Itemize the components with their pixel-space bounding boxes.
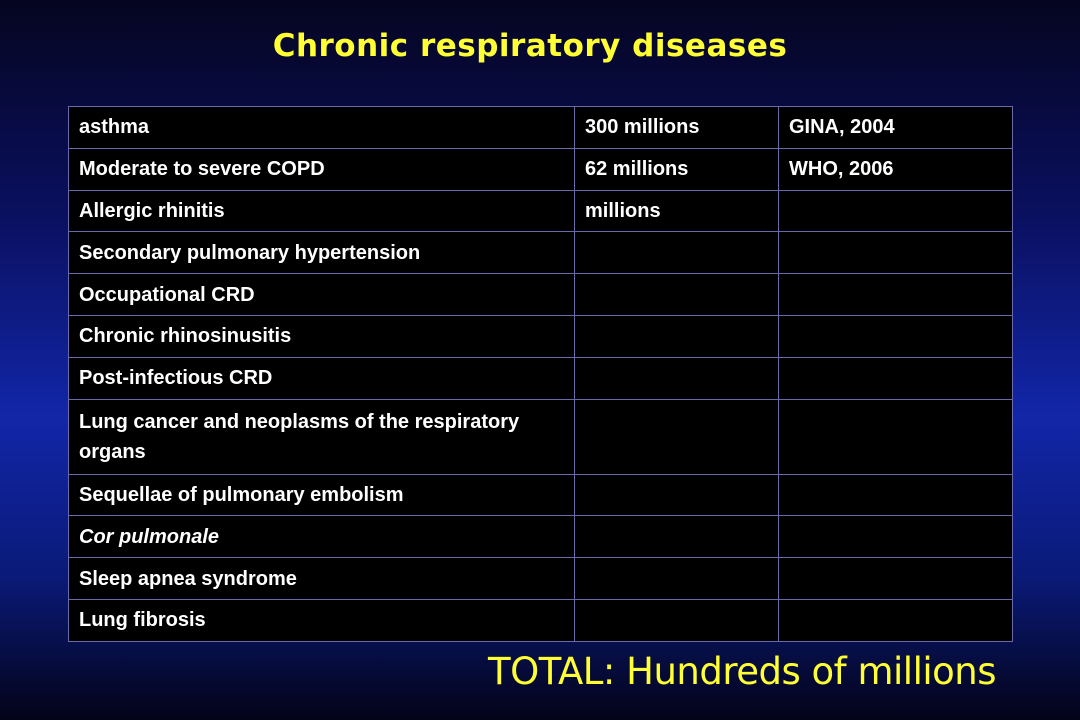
source-cell [778, 189, 1013, 233]
source-cell [778, 273, 1013, 316]
source-cell [778, 398, 1013, 475]
disease-table: asthma 300 millions GINA, 2004 Moderate … [68, 106, 1013, 642]
source-cell [778, 231, 1013, 275]
prevalence-cell [574, 273, 779, 316]
table-row: Lung fibrosis [68, 598, 1013, 642]
table-row: Sequellae of pulmonary embolism [68, 473, 1013, 517]
table-row: Cor pulmonale [68, 515, 1013, 559]
prevalence-cell [574, 398, 779, 475]
source-cell [778, 314, 1013, 358]
disease-cell: Secondary pulmonary hypertension [68, 231, 575, 275]
prevalence-cell [574, 557, 779, 600]
source-cell: GINA, 2004 [778, 106, 1013, 149]
prevalence-cell [574, 314, 779, 358]
disease-cell: Chronic rhinosinusitis [68, 314, 575, 358]
disease-cell: Lung cancer and neoplasms of the respira… [68, 398, 575, 475]
prevalence-cell [574, 356, 779, 400]
table-row: Allergic rhinitis millions [68, 189, 1013, 233]
table-row: Sleep apnea syndrome [68, 557, 1013, 600]
disease-cell: asthma [68, 106, 575, 149]
disease-cell: Sleep apnea syndrome [68, 557, 575, 600]
disease-cell: Occupational CRD [68, 273, 575, 316]
disease-cell: Allergic rhinitis [68, 189, 575, 233]
total-summary: TOTAL: Hundreds of millions [488, 650, 996, 693]
table-row: asthma 300 millions GINA, 2004 [68, 106, 1013, 149]
table-row: Lung cancer and neoplasms of the respira… [68, 398, 1013, 475]
disease-cell: Lung fibrosis [68, 598, 575, 642]
table-row: Post-infectious CRD [68, 356, 1013, 400]
prevalence-cell [574, 473, 779, 517]
source-cell [778, 515, 1013, 559]
table-row: Occupational CRD [68, 273, 1013, 316]
prevalence-cell: 62 millions [574, 147, 779, 191]
source-cell [778, 557, 1013, 600]
disease-cell: Sequellae of pulmonary embolism [68, 473, 575, 517]
source-cell [778, 473, 1013, 517]
prevalence-cell [574, 515, 779, 559]
prevalence-cell [574, 598, 779, 642]
table-row: Secondary pulmonary hypertension [68, 231, 1013, 275]
table-row: Chronic rhinosinusitis [68, 314, 1013, 358]
prevalence-cell: 300 millions [574, 106, 779, 149]
source-cell [778, 356, 1013, 400]
disease-cell: Moderate to severe COPD [68, 147, 575, 191]
disease-cell: Post-infectious CRD [68, 356, 575, 400]
source-cell [778, 598, 1013, 642]
table-row: Moderate to severe COPD 62 millions WHO,… [68, 147, 1013, 191]
prevalence-cell: millions [574, 189, 779, 233]
prevalence-cell [574, 231, 779, 275]
source-cell: WHO, 2006 [778, 147, 1013, 191]
slide-title: Chronic respiratory diseases [272, 28, 788, 64]
disease-cell: Cor pulmonale [68, 515, 575, 559]
